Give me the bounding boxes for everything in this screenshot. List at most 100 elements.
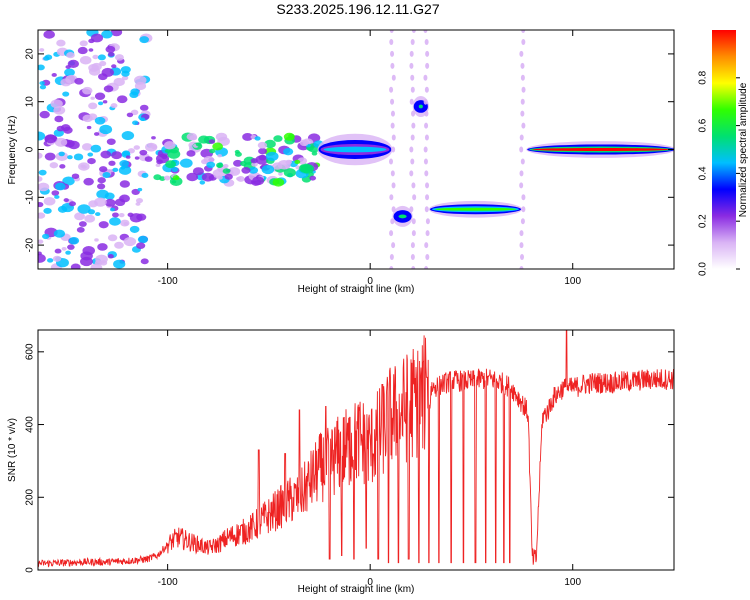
spectrogram-cell [97,54,106,61]
spectrogram-cell [77,46,88,55]
spectrogram-streak [520,254,525,261]
spectrogram-streak [410,158,415,165]
spectrogram-cell [132,120,139,126]
spectrogram-cell [79,56,92,65]
spectrogram-cell [94,238,99,242]
spectrogram-streak [390,50,395,57]
spectrogram-streak [424,134,429,141]
spectrogram-cell [88,102,98,110]
spectrogram-streak [424,206,429,213]
spectrogram-streak [425,182,430,189]
spectrogram-cell [74,77,84,85]
spectrogram-cell [165,160,177,169]
spectrogram-cell [110,103,118,109]
spectrogram-cell [84,214,96,223]
spectrogram-streak [425,50,430,57]
spectrogram-cell [299,139,309,147]
spectrogram-cell [61,247,67,251]
spectrogram-cell [51,190,60,196]
spectrogram-cell [129,91,139,99]
spectrogram-ytick-label: -10 [25,190,36,205]
spectrogram-cell [78,221,87,227]
spectrogram-streak [410,242,415,249]
spectrogram-cell [239,161,247,167]
spectrogram-cell [80,256,93,267]
spectrogram-streak [410,74,415,81]
spectrogram-cell [113,77,125,87]
spectrogram-cell [100,150,112,159]
spectrogram-cell [135,198,144,204]
spectrogram-streak [409,62,414,69]
spectrogram-cell [68,140,80,150]
spectrogram-xtick-label: -100 [158,276,178,287]
snr-panel: -100 0 100 0 200 400 600 Height of straight li… [7,329,675,595]
spectrogram-cell [86,125,92,130]
spectrogram-streak [424,38,429,45]
spectrogram-cell [94,260,103,266]
spectrogram-cell [83,177,94,186]
spectrogram-streak [424,266,429,269]
spectrogram-cell [60,78,72,87]
spectrogram-streak [425,230,430,237]
spectrogram-cell [186,172,199,182]
spectrogram-cell [209,148,216,154]
spectrogram-core [418,104,423,109]
spectrogram-streak [520,158,525,165]
spectrogram-cell [54,195,60,199]
spectrogram-cell [70,263,81,269]
spectrogram-cell [79,40,88,47]
spectrogram-streak [389,158,394,165]
spectrogram-cell [88,48,94,52]
spectrogram-feature [144,132,324,187]
spectrogram-cell [201,158,209,165]
spectrogram-streak [389,194,394,201]
spectrogram-streak [391,74,396,81]
spectrogram-cell [144,156,153,162]
spectrogram-cell [38,239,44,244]
spectrogram-cell [97,183,106,190]
spectrogram-cell [119,160,129,168]
spectrogram-streak [520,218,525,225]
spectrogram-cell [43,56,50,61]
spectrogram-cell [186,150,196,157]
spectrogram-cell [59,164,66,169]
spectrogram-cell [38,176,43,182]
spectrogram-streak [520,74,525,81]
spectrogram-cell [169,176,183,187]
spectrogram-streak [389,30,394,33]
spectrogram-cell [39,84,47,90]
spectrogram-streak [391,146,396,153]
spectrogram-cell [141,172,149,178]
spectrogram-streak [521,206,526,213]
spectrogram-streak [520,98,525,105]
spectrogram-cell [201,172,215,182]
spectrogram-cell [111,64,117,69]
spectrogram-cell [140,117,146,122]
spectrogram-streak [410,134,415,141]
spectrogram-streak [520,110,525,117]
spectrogram-streak [411,218,416,225]
spectrogram-cell [265,151,279,161]
spectrogram-cell [90,144,102,153]
spectrogram-heatmap [38,30,674,269]
spectrogram-streak [389,230,394,237]
spectrogram-streak [410,254,415,261]
spectrogram-cell [278,172,283,176]
spectrogram-cell [65,65,71,69]
spectrogram-cell [119,180,130,188]
spectrogram-feature [428,200,523,218]
spectrogram-cell [272,162,283,170]
spectrogram-cell [255,155,269,165]
spectrogram-cell [222,168,231,174]
spectrogram-cell [122,150,131,157]
spectrogram-cell [127,212,134,217]
spectrogram-cell [43,207,52,214]
spectrogram-streak [389,254,394,261]
spectrogram-streak [391,242,396,249]
snr-line [38,330,674,568]
spectrogram-cell [58,151,65,157]
spectrogram-cell [114,241,124,249]
spectrogram-cell [109,207,115,212]
spectrogram-cell [121,75,129,81]
